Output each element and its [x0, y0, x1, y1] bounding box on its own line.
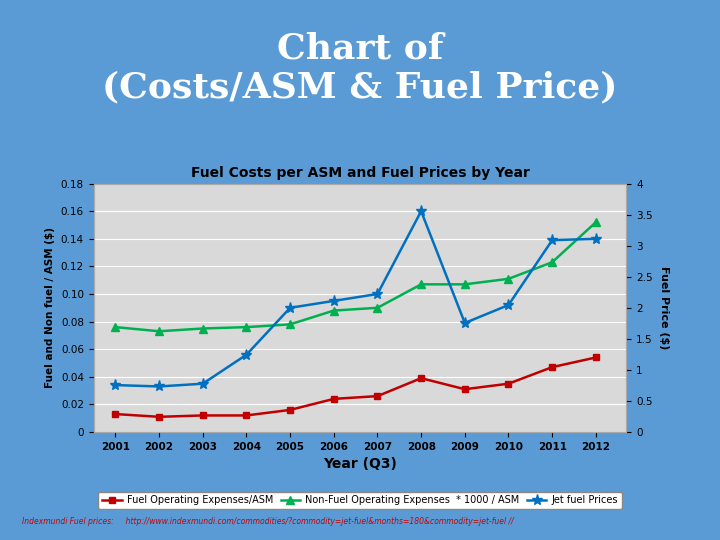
Y-axis label: Fuel Price ($): Fuel Price ($) [660, 266, 670, 349]
Y-axis label: Fuel and Non fuel / ASM ($): Fuel and Non fuel / ASM ($) [45, 227, 55, 388]
Text: Indexmundi Fuel prices:     http://www.indexmundi.com/commodities/?commodity=jet: Indexmundi Fuel prices: http://www.index… [22, 517, 513, 526]
Title: Fuel Costs per ASM and Fuel Prices by Year: Fuel Costs per ASM and Fuel Prices by Ye… [191, 166, 529, 180]
Legend: Fuel Operating Expenses/ASM, Non-Fuel Operating Expenses  * 1000 / ASM, Jet fuel: Fuel Operating Expenses/ASM, Non-Fuel Op… [99, 491, 621, 509]
X-axis label: Year (Q3): Year (Q3) [323, 457, 397, 471]
Text: Chart of
(Costs/ASM & Fuel Price): Chart of (Costs/ASM & Fuel Price) [102, 31, 618, 105]
